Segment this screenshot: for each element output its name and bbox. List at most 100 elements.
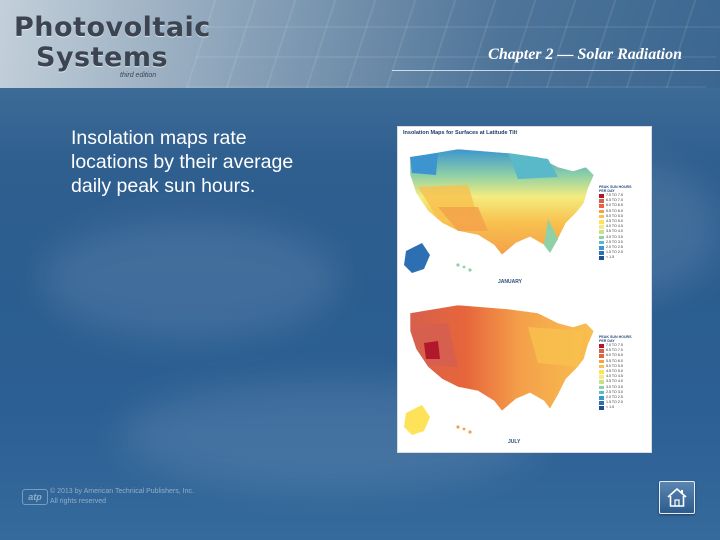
- legend-label: 2.5 TO 3.0: [606, 239, 623, 244]
- logo: Photovoltaic Systems third edition: [14, 12, 210, 82]
- legend-label: 5.0 TO 5.5: [606, 213, 623, 218]
- legend-swatch: [599, 225, 604, 229]
- legend-label: 1.5 TO 2.0: [606, 250, 623, 255]
- legend-label: 6.5 TO 7.0: [606, 198, 623, 203]
- logo-line1: Photovoltaic: [14, 12, 211, 43]
- legend-label: 4.5 TO 5.0: [606, 219, 623, 223]
- legend-label: 6.0 TO 6.5: [606, 203, 623, 208]
- legend-swatch: [599, 214, 604, 219]
- legend-row: 4.5 TO 5.0: [599, 369, 639, 374]
- legend-row: 3.0 TO 3.5: [599, 234, 639, 240]
- legend-label: 2.0 TO 2.5: [606, 245, 623, 249]
- legend-swatch: [599, 256, 604, 260]
- legend-row: 6.0 TO 6.5: [599, 203, 639, 208]
- home-icon: [667, 488, 687, 507]
- legend-swatch: [599, 380, 604, 384]
- legend-swatch: [599, 199, 604, 203]
- legend-label: 5.5 TO 6.0: [606, 208, 623, 213]
- legend-swatch: [599, 370, 604, 374]
- legend-row: < 1.5: [599, 255, 639, 260]
- legend-swatch: [599, 235, 604, 240]
- legend-label: 6.0 TO 6.5: [606, 353, 623, 358]
- legend-swatch: [599, 230, 604, 234]
- legend-swatch: [599, 390, 604, 395]
- legend-label: < 1.5: [606, 255, 615, 260]
- legend-label: 1.5 TO 2.0: [606, 400, 623, 405]
- legend-row: 6.5 TO 7.0: [599, 348, 639, 353]
- legend-swatch: [599, 406, 604, 410]
- legend-row: 5.5 TO 6.0: [599, 358, 639, 364]
- legend-label: 4.0 TO 4.5: [606, 374, 623, 379]
- legend-row: 7.0 TO 7.5: [599, 343, 639, 348]
- july-map: [404, 304, 595, 435]
- solar-panel-graphic: [185, 0, 720, 88]
- legend-swatch: [599, 240, 604, 245]
- header-band: [0, 0, 720, 88]
- cloud-shape: [40, 220, 340, 340]
- legend-label: 5.5 TO 6.0: [606, 358, 623, 363]
- legend-row: 2.5 TO 3.0: [599, 239, 639, 245]
- legend-label: 3.5 TO 4.0: [606, 229, 623, 234]
- legend-row: 1.5 TO 2.0: [599, 250, 639, 255]
- legend-swatch: [599, 220, 604, 224]
- legend-label: 7.0 TO 7.5: [606, 193, 623, 197]
- figure-title: Insolation Maps for Surfaces at Latitude…: [403, 130, 518, 136]
- copyright-text: © 2013 by American Technical Publishers,…: [50, 487, 194, 507]
- legend-label: 4.5 TO 5.0: [606, 369, 623, 373]
- chapter-title: Chapter 2 — Solar Radiation: [488, 46, 682, 63]
- logo-edition: third edition: [120, 72, 157, 79]
- insolation-figure: Insolation Maps for Surfaces at Latitude…: [397, 126, 652, 453]
- insolation-maps-svg: [404, 148, 595, 435]
- legend-label: 2.0 TO 2.5: [606, 395, 623, 399]
- legend-label: 3.0 TO 3.5: [606, 234, 623, 239]
- legend-row: 1.5 TO 2.0: [599, 400, 639, 405]
- legend-swatch: [599, 375, 604, 379]
- copyright-line1: © 2013 by American Technical Publishers,…: [50, 488, 194, 495]
- legend-label: 7.0 TO 7.5: [606, 343, 623, 347]
- legend-swatch: [599, 385, 604, 390]
- legend-row: 6.0 TO 6.5: [599, 353, 639, 358]
- legend-row: 7.0 TO 7.5: [599, 193, 639, 198]
- legend-label: 6.5 TO 7.0: [606, 348, 623, 353]
- january-legend-heading: PEAK SUN HOURS PER DAY: [599, 185, 632, 193]
- legend-row: 6.5 TO 7.0: [599, 198, 639, 203]
- january-map: [404, 148, 595, 273]
- legend-row: 4.0 TO 4.5: [599, 374, 639, 379]
- legend-row: 4.5 TO 5.0: [599, 219, 639, 224]
- legend-swatch: [599, 194, 604, 198]
- legend-row: 5.5 TO 6.0: [599, 208, 639, 214]
- legend-swatch: [599, 204, 604, 208]
- legend-label: 4.0 TO 4.5: [606, 224, 623, 229]
- legend-swatch: [599, 344, 604, 348]
- copyright-line2: All rights reserved: [50, 498, 107, 505]
- legend-row: 5.0 TO 5.5: [599, 363, 639, 369]
- legend-swatch: [599, 401, 604, 405]
- legend-row: 3.0 TO 3.5: [599, 384, 639, 390]
- legend-swatch: [599, 396, 604, 400]
- legend-row: 2.5 TO 3.0: [599, 389, 639, 395]
- legend-label: 5.0 TO 5.5: [606, 363, 623, 368]
- legend-row: 5.0 TO 5.5: [599, 213, 639, 219]
- july-legend-heading: PEAK SUN HOURS PER DAY: [599, 335, 632, 343]
- home-button[interactable]: [659, 481, 695, 514]
- legend-swatch: [599, 364, 604, 369]
- legend-row: 3.5 TO 4.0: [599, 229, 639, 234]
- legend-label: 3.5 TO 4.0: [606, 379, 623, 384]
- legend-swatch: [599, 246, 604, 250]
- legend-row: 3.5 TO 4.0: [599, 379, 639, 384]
- slide-body-text: Insolation maps rate locations by their …: [71, 127, 294, 197]
- legend-swatch: [599, 359, 604, 364]
- legend-swatch: [599, 209, 604, 214]
- july-label: JULY: [508, 439, 521, 445]
- publisher-logo: atp: [22, 489, 48, 505]
- legend-label: 3.0 TO 3.5: [606, 384, 623, 389]
- legend-row: 2.0 TO 2.5: [599, 245, 639, 250]
- legend-label: 2.5 TO 3.0: [606, 389, 623, 394]
- legend-row: 4.0 TO 4.5: [599, 224, 639, 229]
- legend-swatch: [599, 251, 604, 255]
- legend-swatch: [599, 349, 604, 353]
- legend-row: 2.0 TO 2.5: [599, 395, 639, 400]
- chapter-rule: [392, 70, 720, 71]
- january-label: JANUARY: [498, 279, 522, 285]
- legend-row: < 1.5: [599, 405, 639, 410]
